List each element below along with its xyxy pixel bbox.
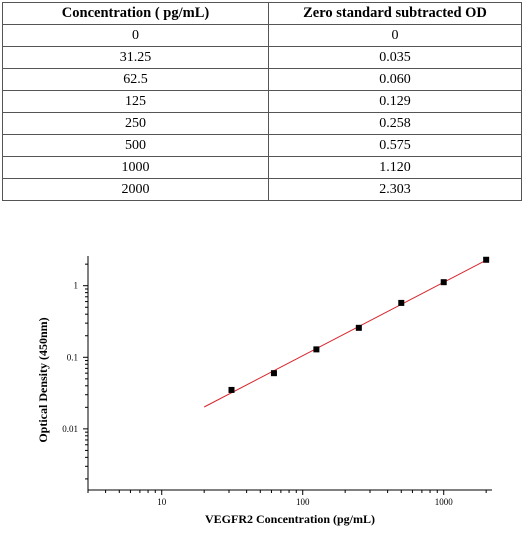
y-axis-label: Optical Density (450nm) bbox=[36, 317, 50, 442]
x-axis-label: VEGFR2 Concentration (pg/mL) bbox=[205, 512, 375, 526]
od-cell: 2.303 bbox=[268, 178, 522, 201]
axes: 10 100 1000 0.01 0.1 1 bbox=[62, 256, 492, 507]
od-cell: 1.120 bbox=[268, 156, 522, 179]
table-row: 31.25 0.035 bbox=[2, 46, 522, 69]
table-row: 0 0 bbox=[2, 24, 522, 47]
table-row: 125 0.129 bbox=[2, 90, 522, 113]
concentration-cell: 62.5 bbox=[2, 68, 269, 91]
od-cell: 0.575 bbox=[268, 134, 522, 157]
od-cell: 0 bbox=[268, 24, 522, 47]
concentration-cell: 1000 bbox=[2, 156, 269, 179]
x-tick-label: 1000 bbox=[435, 497, 454, 507]
concentration-cell: 31.25 bbox=[2, 46, 269, 69]
concentration-cell: 2000 bbox=[2, 178, 269, 201]
x-tick-label: 10 bbox=[157, 497, 167, 507]
table-row: 62.5 0.060 bbox=[2, 68, 522, 91]
concentration-cell: 0 bbox=[2, 24, 269, 47]
table-row: 500 0.575 bbox=[2, 134, 522, 157]
table-row: 1000 1.120 bbox=[2, 156, 522, 179]
od-cell: 0.258 bbox=[268, 112, 522, 135]
data-point bbox=[355, 324, 362, 331]
concentration-cell: 125 bbox=[2, 90, 269, 113]
y-tick-label: 1 bbox=[74, 281, 79, 291]
standard-curve-table: Concentration ( pg/mL) Zero standard sub… bbox=[2, 2, 522, 201]
y-tick-label: 0.1 bbox=[67, 352, 78, 362]
data-point bbox=[228, 386, 235, 393]
x-tick-label: 100 bbox=[296, 497, 310, 507]
concentration-cell: 500 bbox=[2, 134, 269, 157]
table-row: 250 0.258 bbox=[2, 112, 522, 135]
column-header-od: Zero standard subtracted OD bbox=[268, 2, 522, 25]
data-point bbox=[270, 370, 277, 377]
od-cell: 0.060 bbox=[268, 68, 522, 91]
chart-marks bbox=[203, 256, 490, 408]
fit-line bbox=[203, 259, 487, 408]
column-header-concentration: Concentration ( pg/mL) bbox=[2, 2, 269, 25]
concentration-cell: 250 bbox=[2, 112, 269, 135]
standard-curve-chart: 10 100 1000 0.01 0.1 1 VEGFR2 Concentration (… bbox=[36, 256, 492, 526]
od-cell: 0.035 bbox=[268, 46, 522, 69]
data-point bbox=[483, 256, 490, 263]
data-point bbox=[398, 299, 405, 306]
table-header-row: Concentration ( pg/mL) Zero standard sub… bbox=[2, 2, 522, 25]
y-tick-label: 0.01 bbox=[62, 424, 78, 434]
data-point bbox=[313, 346, 320, 353]
data-point bbox=[440, 279, 447, 286]
table-row: 2000 2.303 bbox=[2, 178, 522, 201]
od-cell: 0.129 bbox=[268, 90, 522, 113]
